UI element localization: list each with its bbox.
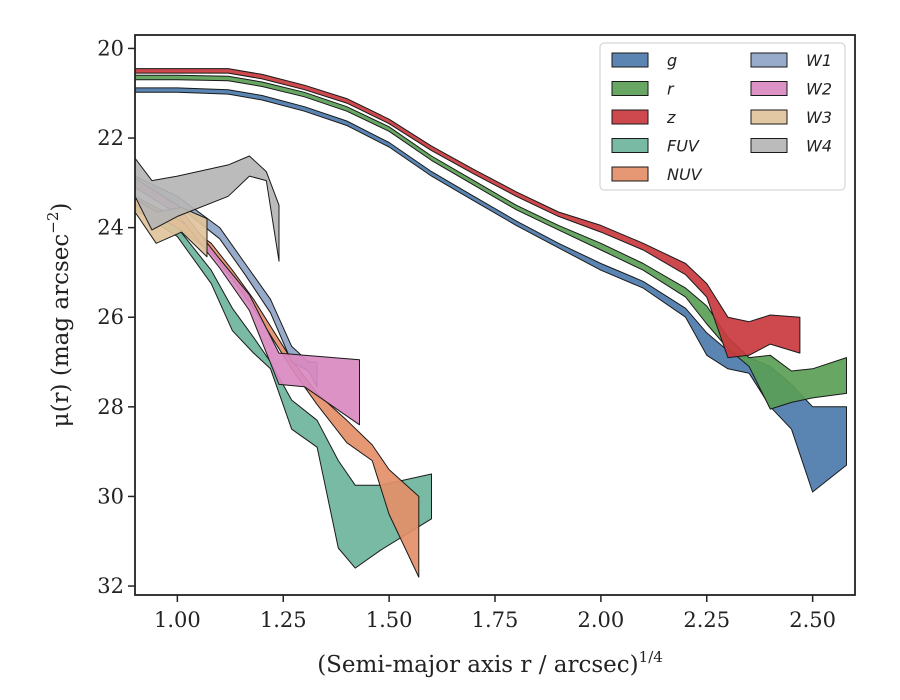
legend-label-nuv: NUV — [667, 165, 703, 184]
legend-swatch-nuv — [611, 166, 649, 182]
x-tick-label: 2.25 — [683, 608, 730, 632]
legend-label-w2: W2 — [806, 80, 832, 99]
x-axis-ticks: 1.00 1.25 1.50 1.75 2.00 2.25 2.50 — [154, 595, 836, 632]
y-tick-label: 30 — [97, 484, 124, 508]
legend-swatch-w4 — [750, 138, 788, 153]
legend-swatch-fuv — [611, 138, 649, 153]
x-tick-label: 1.25 — [260, 608, 307, 632]
legend-label-r: r — [667, 80, 675, 99]
y-axis-label-close: ) — [48, 203, 74, 212]
legend-swatch-w1 — [750, 52, 788, 68]
y-tick-label: 26 — [97, 305, 124, 329]
legend-swatch-z — [611, 109, 649, 125]
x-tick-label: 1.75 — [472, 608, 519, 632]
y-axis-label: μ(r) (mag arcsec−2) — [44, 203, 74, 428]
y-axis-label-exponent: −2 — [44, 212, 62, 234]
legend-swatch-w2 — [750, 81, 788, 96]
band-r — [135, 74, 847, 410]
x-tick-label: 1.00 — [154, 608, 201, 632]
x-axis-label-main: (Semi-major axis r / arcsec) — [317, 652, 638, 678]
legend-swatch-g — [611, 52, 649, 68]
y-axis-label-main: μ(r) (mag arcsec — [48, 234, 74, 428]
y-tick-label: 24 — [97, 216, 124, 240]
legend-label-w3: W3 — [806, 108, 832, 127]
y-tick-label: 32 — [97, 574, 124, 598]
x-tick-label: 2.50 — [789, 608, 836, 632]
y-axis-ticks: 20 22 24 26 28 30 32 — [97, 36, 135, 598]
legend-box — [599, 42, 846, 191]
legend-label-z: z — [666, 108, 676, 127]
legend-swatch-w3 — [750, 109, 788, 125]
band-g — [135, 87, 847, 493]
x-tick-label: 2.00 — [577, 608, 624, 632]
legend-swatch-r — [611, 81, 649, 96]
legend-label-w1: W1 — [806, 51, 832, 70]
legend-label-w4: W4 — [806, 137, 832, 156]
profile-bands — [135, 68, 847, 578]
band-z — [135, 68, 801, 359]
y-tick-label: 28 — [97, 395, 124, 419]
x-axis-label-exponent: 1/4 — [639, 648, 663, 666]
y-tick-label: 20 — [97, 36, 124, 60]
x-axis-label: (Semi-major axis r / arcsec)1/4 — [317, 648, 663, 678]
x-tick-label: 1.50 — [366, 608, 413, 632]
legend-label-g: g — [667, 51, 677, 70]
y-tick-label: 22 — [97, 126, 124, 150]
legend: grz FUV NUV W1 W2 W3 W4 — [599, 42, 846, 191]
band-w4 — [135, 155, 280, 262]
legend-label-fuv: FUV — [667, 137, 700, 156]
legend-entries: grz FUV NUV W1 W2 W3 W4 — [611, 51, 832, 184]
